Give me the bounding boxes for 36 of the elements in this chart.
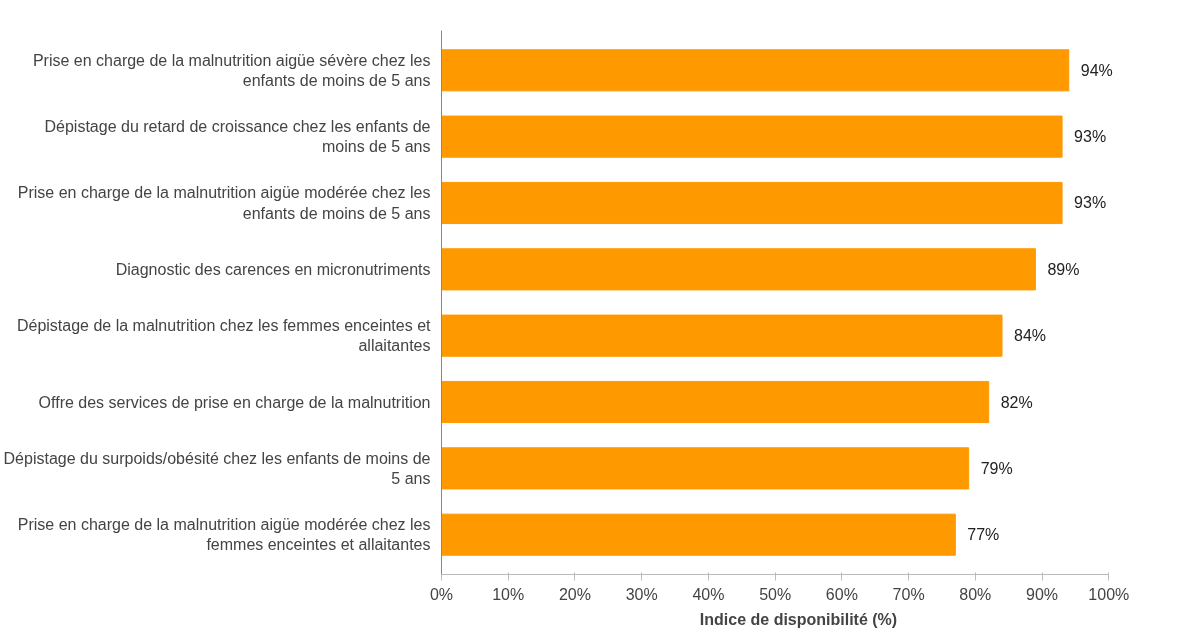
bar bbox=[441, 447, 970, 490]
y-tick-label: Dépistage du retard de croissance chez les enfants de moins de 5 ans bbox=[44, 117, 431, 156]
data-label: 93% bbox=[1074, 128, 1107, 146]
x-tick-label: 50% bbox=[759, 585, 792, 603]
bar bbox=[441, 115, 1063, 158]
x-tick-label: 40% bbox=[692, 585, 725, 603]
data-label: 93% bbox=[1074, 194, 1107, 212]
x-tick-label: 0% bbox=[429, 585, 454, 603]
x-tick-label: 100% bbox=[1088, 585, 1130, 603]
x-tick-label: 80% bbox=[959, 585, 992, 603]
data-label: 89% bbox=[1047, 260, 1080, 278]
x-axis-title: Indice de disponibilité (%) bbox=[699, 610, 898, 628]
y-tick-label: Dépistage du surpoids/obésité chez les enfants de moins de 5 ans bbox=[3, 449, 431, 488]
y-tick-label: Offre des services de prise en charge de la malnutrition bbox=[38, 393, 431, 411]
y-tick-label: Prise en charge de la malnutrition aigüe modérée chez les femmes enceintes et allaitantes bbox=[17, 516, 431, 554]
x-tick-label: 60% bbox=[825, 585, 858, 603]
bar bbox=[441, 49, 1070, 92]
x-tick-label: 90% bbox=[1026, 585, 1059, 603]
x-tick-label: 70% bbox=[892, 585, 925, 603]
data-label: 79% bbox=[980, 459, 1013, 477]
data-label: 94% bbox=[1080, 61, 1113, 79]
data-label: 77% bbox=[967, 526, 1000, 544]
bar bbox=[441, 513, 956, 556]
bar bbox=[441, 380, 990, 424]
x-tick-label: 30% bbox=[625, 585, 658, 603]
y-tick-label: Dépistage de la malnutrition chez les femmes enceintes et allaitantes bbox=[16, 316, 432, 355]
x-tick-label: 20% bbox=[558, 585, 591, 603]
y-tick-label: Prise en charge de la malnutrition aigüe modérée chez les enfants de moins de 5 ans bbox=[17, 184, 431, 222]
y-tick-label: Prise en charge de la malnutrition aigüe sévère chez les enfants de moins de 5 ans bbox=[32, 51, 431, 89]
y-tick-label: Diagnostic des carences en micronutriments bbox=[115, 260, 431, 278]
bar bbox=[441, 314, 1003, 357]
x-tick-label: 10% bbox=[492, 585, 525, 603]
data-label: 84% bbox=[1014, 327, 1047, 345]
data-label: 82% bbox=[1000, 393, 1033, 411]
bar bbox=[441, 181, 1063, 225]
bar bbox=[441, 248, 1036, 291]
